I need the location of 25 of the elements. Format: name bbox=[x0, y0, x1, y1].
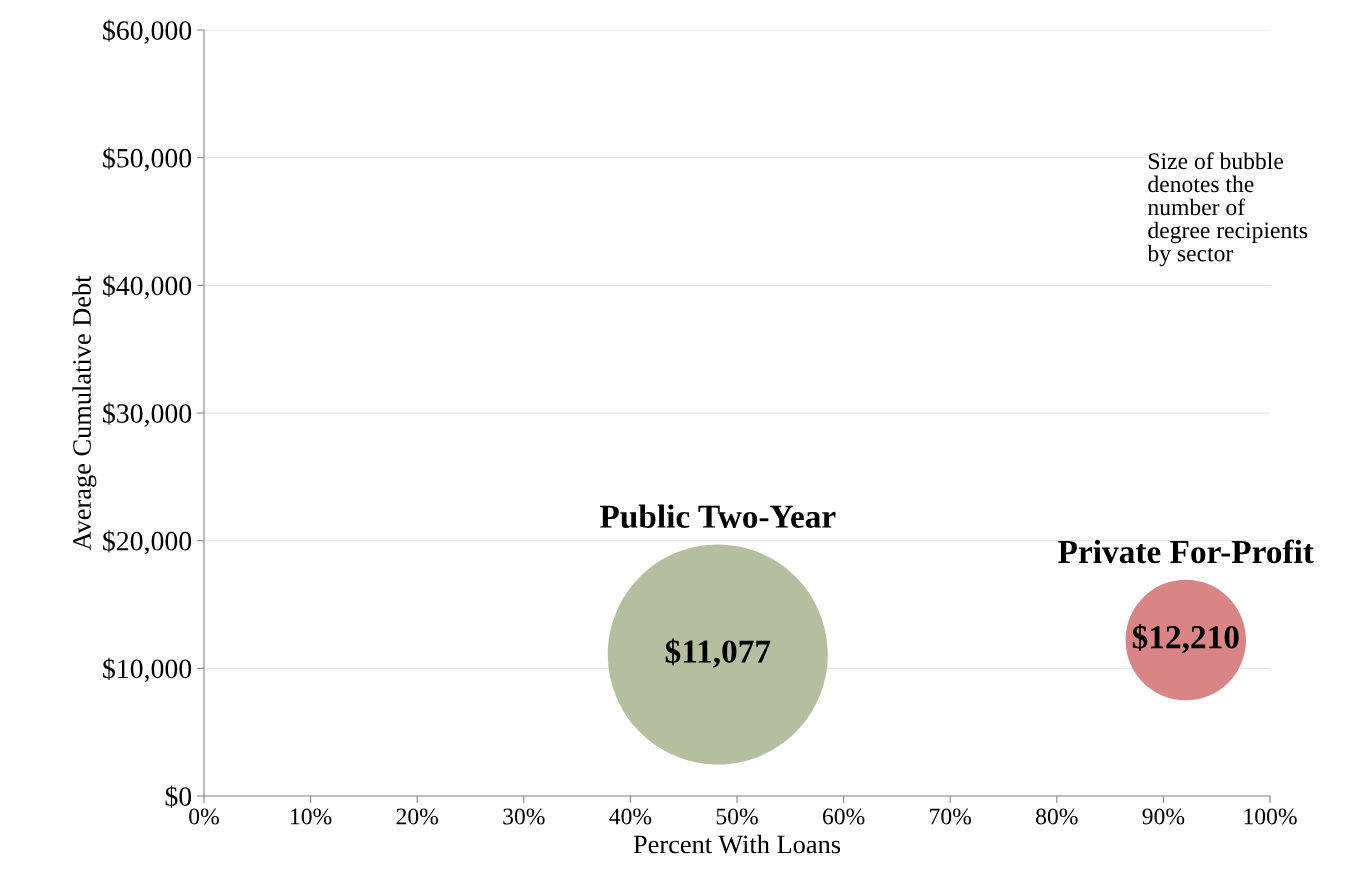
x-tick-label: 30% bbox=[503, 808, 545, 825]
x-tick-label: 40% bbox=[609, 808, 652, 825]
x-tick-label: 60% bbox=[822, 808, 865, 825]
y-axis-title: Average Cumulative Debt bbox=[72, 275, 97, 551]
x-tick-label: 20% bbox=[396, 808, 439, 825]
y-tick-label: $30,000 bbox=[103, 402, 192, 427]
y-tick-label: $10,000 bbox=[103, 657, 192, 683]
x-tick-label: 0% bbox=[189, 808, 219, 825]
y-tick-label: $40,000 bbox=[103, 274, 192, 300]
data-label: $11,077 bbox=[665, 638, 771, 668]
series-label: Public Two-Year bbox=[600, 504, 836, 529]
x-tick-label: 100% bbox=[1244, 808, 1297, 825]
y-tick-label: $20,000 bbox=[103, 530, 192, 555]
data-label: $12,210 bbox=[1132, 624, 1239, 654]
x-tick-label: 70% bbox=[930, 808, 972, 825]
x-tick-label: 80% bbox=[1036, 808, 1078, 825]
y-tick-label: $50,000 bbox=[103, 147, 192, 172]
y-tick-label: $60,000 bbox=[103, 19, 192, 44]
x-tick-label: 10% bbox=[291, 808, 332, 825]
x-tick-label: 50% bbox=[716, 808, 758, 825]
x-tick-label: 90% bbox=[1142, 808, 1185, 825]
series-label: Private For-Profit bbox=[1058, 539, 1314, 564]
y-tick-label: $0 bbox=[165, 785, 192, 808]
annotation: Size of bubble denotes the number of degree recipients by sector bbox=[1147, 152, 1308, 267]
x-axis-title: Percent With Loans bbox=[633, 834, 841, 854]
